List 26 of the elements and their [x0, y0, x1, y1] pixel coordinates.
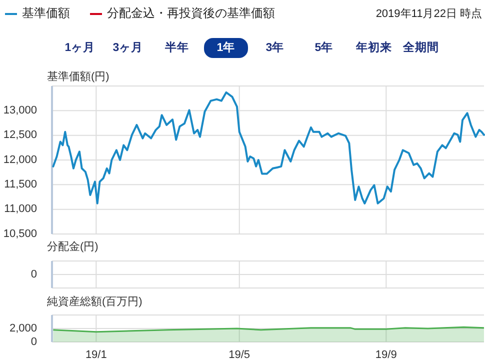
- text: 2019年11月22日 時点: [376, 6, 482, 20]
- y-axis-title: 純資産総額(百万円): [47, 295, 142, 308]
- text: 全期間: [402, 40, 439, 54]
- x-tick-label: 19/5: [228, 349, 250, 361]
- y-tick-label: 11,000: [4, 203, 37, 216]
- y-axis-title: 基準価額(円): [47, 70, 110, 83]
- line-series: [52, 91, 485, 204]
- y-tick-label: 12,000: [3, 154, 37, 166]
- text: 5年: [314, 40, 334, 54]
- x-tick-label: 19/9: [375, 349, 397, 361]
- text: 3ヶ月: [112, 41, 144, 54]
- text: 半年: [164, 40, 189, 54]
- y-tick-label: 11,500: [4, 178, 37, 191]
- x-tick-label: 19/1: [85, 349, 107, 361]
- text: 1年: [216, 40, 236, 54]
- y-tick-label: 0: [30, 336, 37, 348]
- y-tick-label: 2,000: [9, 322, 37, 334]
- y-tick-label: 13,000: [3, 104, 37, 117]
- legend-label: 分配金込・再投資後の基準価額: [107, 6, 275, 20]
- y-tick-label: 12,500: [3, 129, 37, 142]
- y-tick-label: 10,500: [3, 228, 37, 240]
- legend-label: 基準価額: [22, 6, 70, 20]
- text: 1ヶ月: [64, 41, 96, 54]
- text: 3年: [266, 40, 284, 54]
- text: 年初来: [355, 40, 392, 54]
- text: 分配金(円): [47, 241, 98, 253]
